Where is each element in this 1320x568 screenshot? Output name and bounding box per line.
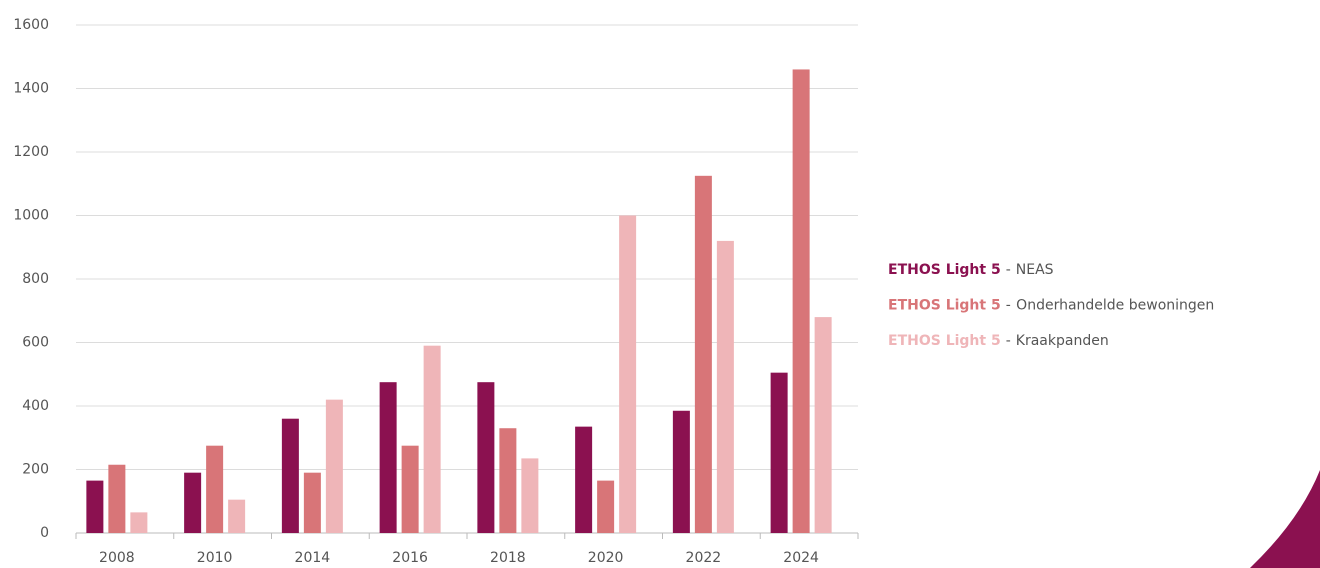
legend-entry: ETHOS Light 5- Kraakpanden bbox=[888, 333, 1109, 349]
bar bbox=[477, 382, 495, 533]
legend-separator: - bbox=[1006, 262, 1011, 278]
y-tick-label: 600 bbox=[22, 335, 49, 351]
x-tick-label: 2024 bbox=[783, 550, 819, 566]
bar bbox=[401, 445, 419, 533]
legend-name: Kraakpanden bbox=[1016, 333, 1109, 349]
bar bbox=[423, 345, 441, 533]
bar bbox=[619, 215, 637, 533]
bar bbox=[521, 458, 539, 533]
legend-entry: ETHOS Light 5- Onderhandelde bewoningen bbox=[888, 298, 1214, 314]
bar bbox=[814, 317, 832, 533]
y-tick-label: 1200 bbox=[13, 144, 49, 160]
x-tick-label: 2008 bbox=[99, 550, 135, 566]
y-tick-label: 800 bbox=[22, 271, 49, 287]
bar bbox=[184, 472, 202, 533]
x-tick-label: 2016 bbox=[392, 550, 428, 566]
y-tick-label: 1600 bbox=[13, 17, 49, 33]
bar bbox=[575, 426, 593, 533]
legend-separator: - bbox=[1006, 333, 1011, 349]
bar bbox=[303, 472, 321, 533]
bar bbox=[597, 480, 615, 533]
legend-group: ETHOS Light 5 bbox=[888, 262, 1001, 278]
x-tick-label: 2014 bbox=[295, 550, 331, 566]
bar bbox=[716, 240, 734, 533]
bar bbox=[206, 445, 224, 533]
corner-decoration bbox=[1250, 470, 1320, 568]
bar bbox=[499, 428, 517, 533]
x-tick-label: 2022 bbox=[686, 550, 722, 566]
bar bbox=[130, 512, 148, 533]
bar bbox=[694, 175, 712, 533]
legend-group: ETHOS Light 5 bbox=[888, 333, 1001, 349]
bar bbox=[379, 382, 397, 533]
y-tick-label: 200 bbox=[22, 462, 49, 478]
legend-name: NEAS bbox=[1016, 262, 1054, 278]
y-tick-label: 1000 bbox=[13, 208, 49, 224]
bar bbox=[672, 410, 690, 533]
bar bbox=[792, 69, 810, 533]
bar bbox=[86, 480, 104, 533]
legend-separator: - bbox=[1006, 298, 1011, 314]
bar bbox=[281, 418, 299, 533]
legend-group: ETHOS Light 5 bbox=[888, 298, 1001, 314]
y-tick-label: 400 bbox=[22, 398, 49, 414]
bar bbox=[228, 499, 246, 533]
x-tick-label: 2018 bbox=[490, 550, 526, 566]
y-tick-label: 1400 bbox=[13, 81, 49, 97]
y-tick-label: 0 bbox=[40, 525, 49, 541]
bar bbox=[325, 399, 343, 533]
bar bbox=[108, 464, 126, 533]
legend-name: Onderhandelde bewoningen bbox=[1016, 298, 1214, 314]
x-tick-label: 2020 bbox=[588, 550, 624, 566]
x-tick-label: 2010 bbox=[197, 550, 233, 566]
legend-entry: ETHOS Light 5- NEAS bbox=[888, 262, 1054, 278]
bar bbox=[770, 372, 788, 533]
